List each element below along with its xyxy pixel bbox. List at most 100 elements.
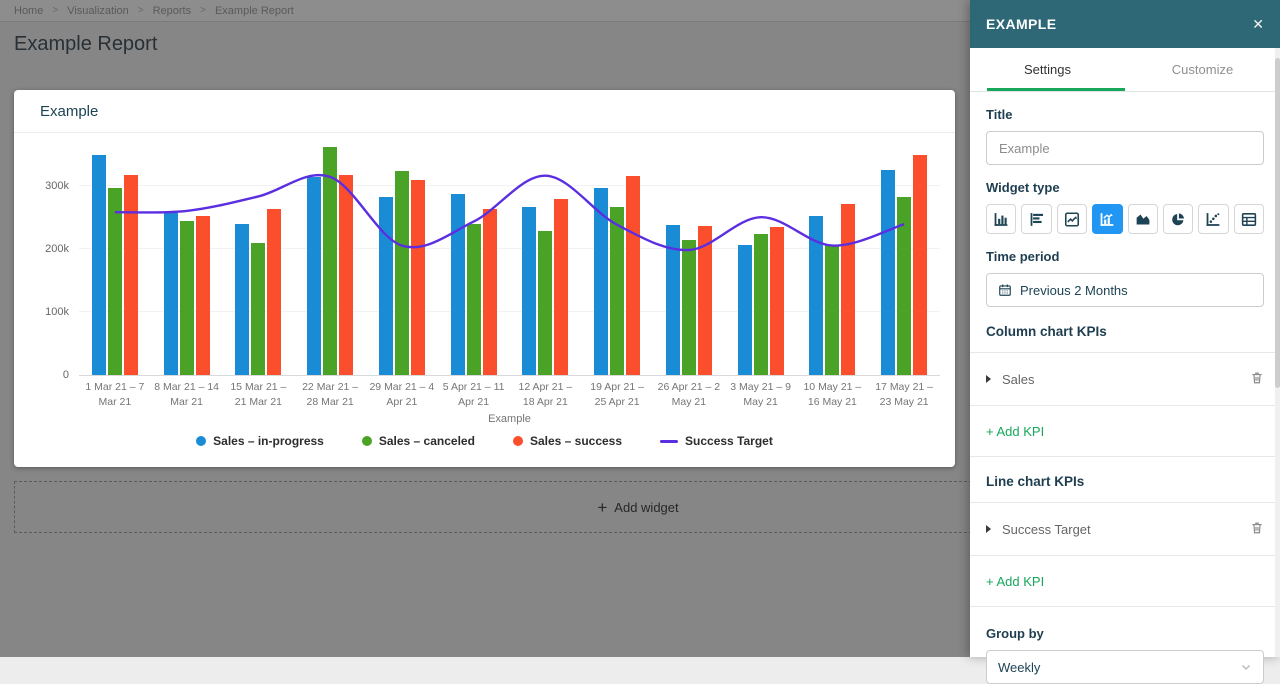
bar[interactable] [196, 216, 210, 375]
close-icon[interactable]: ✕ [1252, 16, 1264, 33]
line-kpis-heading: Line chart KPIs [970, 457, 1280, 502]
bar-group [223, 133, 295, 375]
scatter-plot-icon [1203, 211, 1223, 228]
y-axis-tick: 200k [19, 243, 69, 255]
bar[interactable] [108, 188, 122, 375]
bar[interactable] [483, 209, 497, 375]
chevron-down-icon [1240, 661, 1252, 673]
legend-label: Success Target [685, 434, 773, 448]
bar[interactable] [682, 240, 696, 375]
y-axis-tick: 100k [19, 306, 69, 318]
widget-type-line-chart[interactable] [1057, 204, 1087, 234]
bar[interactable] [825, 245, 839, 375]
bar-group [653, 133, 725, 375]
bar[interactable] [267, 209, 281, 375]
tab-customize[interactable]: Customize [1125, 48, 1280, 91]
bar[interactable] [164, 213, 178, 375]
bar[interactable] [626, 176, 640, 375]
caret-right-icon[interactable] [986, 525, 991, 533]
bar[interactable] [897, 197, 911, 375]
bar-group [366, 133, 438, 375]
bar[interactable] [754, 234, 768, 375]
bar[interactable] [180, 221, 194, 375]
y-axis-tick: 0 [19, 369, 69, 381]
legend-item[interactable]: Sales – success [513, 434, 622, 448]
bar[interactable] [594, 188, 608, 375]
bar[interactable] [841, 204, 855, 375]
bar[interactable] [339, 175, 353, 375]
divider [970, 606, 1280, 607]
title-input[interactable] [986, 131, 1264, 165]
bar-chart-icon [1027, 211, 1047, 228]
bar-group [294, 133, 366, 375]
x-axis-label: 26 Apr 21 – 2 May 21 [653, 380, 725, 410]
bar[interactable] [323, 147, 337, 375]
legend-label: Sales – in-progress [213, 434, 324, 448]
add-column-kpi-button[interactable]: + Add KPI [970, 406, 1060, 456]
title-field-label: Title [986, 107, 1264, 122]
bar[interactable] [395, 171, 409, 375]
widget-type-table[interactable] [1234, 204, 1264, 234]
bar[interactable] [451, 194, 465, 375]
widget-type-bar-chart[interactable] [1021, 204, 1051, 234]
time-period-picker[interactable]: Previous 2 Months [986, 273, 1264, 307]
bar[interactable] [698, 226, 712, 375]
trash-icon[interactable] [1250, 370, 1264, 388]
legend-dot-marker [362, 436, 372, 446]
pie-chart-icon [1168, 211, 1188, 228]
bar[interactable] [881, 170, 895, 375]
caret-right-icon[interactable] [986, 375, 991, 383]
combo-chart-icon [1097, 211, 1117, 228]
scrollbar-thumb[interactable] [1275, 58, 1280, 388]
widget-settings-panel: EXAMPLE ✕ Settings Customize Title Widge… [970, 0, 1280, 657]
x-axis-label: 15 Mar 21 – 21 Mar 21 [223, 380, 295, 410]
x-axis-label: 29 Mar 21 – 4 Apr 21 [366, 380, 438, 410]
trash-icon[interactable] [1250, 520, 1264, 538]
bar[interactable] [467, 224, 481, 375]
bar[interactable] [92, 155, 106, 376]
bar[interactable] [411, 180, 425, 375]
tab-settings[interactable]: Settings [970, 48, 1125, 91]
bar[interactable] [666, 225, 680, 375]
legend-item[interactable]: Success Target [660, 434, 773, 448]
widget-type-pie-chart[interactable] [1163, 204, 1193, 234]
bar[interactable] [554, 199, 568, 375]
kpi-row-success-target[interactable]: Success Target [970, 503, 1280, 555]
bar-group [868, 133, 940, 375]
bar[interactable] [538, 231, 552, 375]
group-by-label: Group by [986, 626, 1264, 641]
x-axis-label: 10 May 21 – 16 May 21 [797, 380, 869, 410]
bar[interactable] [235, 224, 249, 375]
kpi-row-sales[interactable]: Sales [970, 353, 1280, 405]
widget-type-scatter-plot[interactable] [1198, 204, 1228, 234]
widget-title: Example [14, 90, 955, 133]
widget-type-area-chart[interactable] [1128, 204, 1158, 234]
bar[interactable] [809, 216, 823, 375]
bar[interactable] [379, 197, 393, 375]
add-line-kpi-button[interactable]: + Add KPI [970, 556, 1060, 606]
bar[interactable] [124, 175, 138, 375]
bar[interactable] [522, 207, 536, 375]
bar[interactable] [251, 243, 265, 375]
panel-header: EXAMPLE ✕ [970, 0, 1280, 48]
bar[interactable] [770, 227, 784, 375]
group-by-select[interactable]: Weekly [986, 650, 1264, 684]
time-period-label: Time period [986, 249, 1264, 264]
time-period-value: Previous 2 Months [1020, 283, 1128, 298]
widget-type-combo-chart[interactable] [1092, 204, 1122, 234]
kpi-name: Success Target [1002, 522, 1091, 537]
bar[interactable] [738, 245, 752, 375]
legend-item[interactable]: Sales – in-progress [196, 434, 324, 448]
bar[interactable] [307, 177, 321, 375]
legend-item[interactable]: Sales – canceled [362, 434, 475, 448]
table-icon [1239, 211, 1259, 228]
panel-tabs: Settings Customize [970, 48, 1280, 92]
bar-group [510, 133, 582, 375]
bar[interactable] [913, 155, 927, 376]
bar-group [725, 133, 797, 375]
panel-scrollbar[interactable] [1275, 48, 1280, 657]
widget-type-column-chart[interactable] [986, 204, 1016, 234]
bar[interactable] [610, 207, 624, 375]
